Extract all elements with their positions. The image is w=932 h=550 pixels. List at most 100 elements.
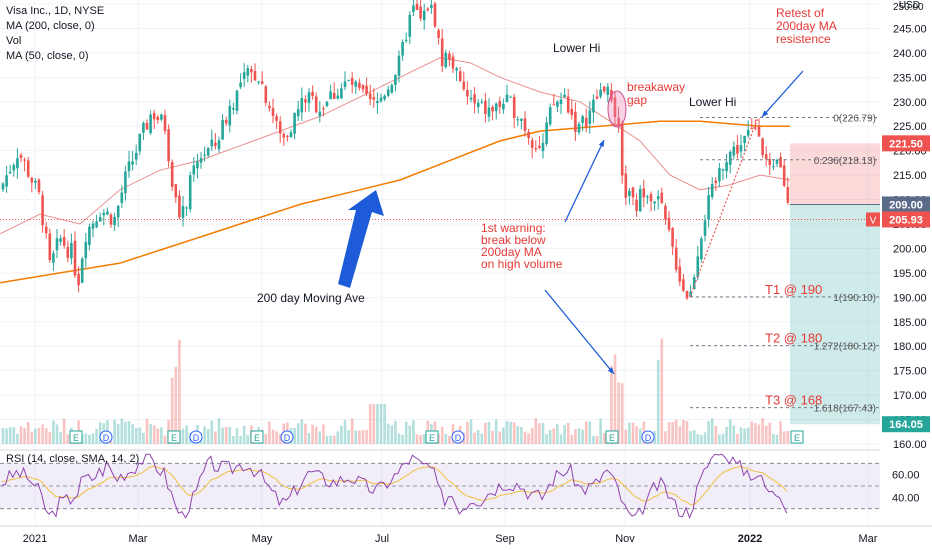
volume-bar — [170, 377, 174, 444]
volume-bar — [707, 421, 710, 444]
candle-body — [556, 101, 559, 107]
lower-hi-label: Lower Hi — [689, 95, 736, 109]
candle-body — [91, 223, 95, 229]
warning-arrow — [564, 139, 605, 223]
ma50-path — [0, 57, 791, 235]
currency-label: USD — [898, 0, 920, 11]
volume-bar — [692, 429, 696, 444]
candle-body — [178, 195, 181, 218]
candle-body — [617, 117, 620, 127]
first-warning-label: break below — [481, 233, 546, 247]
volume-bar — [347, 430, 350, 444]
time-tick-label: Mar — [129, 533, 148, 545]
candle-body — [332, 92, 336, 99]
candle-body — [347, 79, 350, 81]
event-label: D — [645, 433, 652, 443]
candle-body — [203, 154, 206, 156]
candle-body — [131, 161, 134, 165]
volume-bar — [210, 420, 214, 444]
time-axis: 2021 Mar May Jul Sep Nov 2022 Mar — [0, 525, 932, 545]
event-label: E — [609, 433, 615, 443]
candle-body — [383, 95, 386, 100]
candle-body — [512, 96, 516, 118]
volume-bar — [552, 428, 556, 444]
volume-bar — [5, 428, 8, 444]
price-tag — [882, 211, 930, 228]
candle-body — [678, 266, 682, 282]
volume-bar — [440, 426, 444, 444]
candle-body — [329, 91, 332, 100]
volume-bar — [480, 433, 484, 444]
volume-bar — [710, 418, 714, 444]
candle-body — [487, 107, 491, 117]
candle-body — [127, 161, 131, 172]
retest-arrow-head — [762, 110, 769, 117]
candle-body — [404, 39, 408, 41]
candle-body — [354, 81, 358, 87]
volume-bar — [448, 435, 451, 444]
candle-body — [682, 279, 685, 291]
volume-bar — [660, 338, 664, 444]
candle-body — [138, 133, 142, 152]
retest-label: 200day MA — [776, 19, 837, 33]
candle-body — [710, 183, 714, 197]
candle-body — [23, 159, 26, 161]
volume-bar — [394, 420, 397, 444]
candle-body — [379, 97, 383, 102]
candle-body — [311, 91, 314, 97]
volume-bar — [16, 433, 19, 444]
candle-body — [5, 175, 8, 187]
ma200-line — [0, 120, 790, 284]
volume-bar — [754, 423, 757, 444]
candle-body — [174, 184, 178, 198]
volume-bar — [703, 432, 707, 444]
price-axis: 160.00165.00170.00175.00180.00185.00190.… — [866, 2, 930, 451]
first-warning-label: 1st warning: — [481, 221, 546, 235]
price-tick-label: 195.00 — [893, 268, 927, 280]
candle-body — [401, 41, 404, 56]
volume-bar — [779, 421, 782, 444]
volume-bar — [728, 419, 732, 444]
volume-bar — [332, 435, 336, 444]
retest-label: Retest of — [776, 6, 825, 20]
dividend-marker — [451, 430, 465, 444]
volume-bar — [206, 429, 210, 444]
volume-bar — [142, 432, 145, 444]
candle-body — [260, 81, 264, 84]
candle-body — [170, 161, 174, 187]
candle-body — [455, 68, 458, 71]
volume-bar — [91, 433, 95, 444]
volume-bar — [404, 421, 408, 444]
volume-bar — [120, 418, 124, 444]
candle-body — [318, 111, 322, 116]
candle-body — [95, 221, 98, 228]
candle-body — [232, 107, 235, 110]
candle-body — [739, 145, 743, 152]
volume-bar — [376, 404, 379, 444]
candle-body — [775, 159, 779, 164]
volume-bar — [667, 422, 671, 444]
candle-body — [548, 107, 552, 125]
candle-body — [296, 109, 300, 117]
rsi-tick-label: 60.00 — [892, 470, 920, 482]
earnings-marker — [605, 430, 619, 444]
candle-body — [714, 180, 718, 184]
rsi-line — [1, 453, 788, 520]
volume-bar — [620, 383, 624, 444]
volume-bar — [34, 428, 37, 444]
volume-bar — [772, 434, 775, 444]
candle-body — [37, 179, 41, 193]
event-label: E — [254, 433, 260, 443]
volume-bar — [743, 428, 746, 444]
candle-body — [599, 89, 602, 97]
volume-bar — [556, 424, 559, 444]
volume-bar — [322, 424, 325, 444]
candle-body — [372, 97, 376, 100]
event-label: E — [171, 433, 177, 443]
candle-body — [628, 190, 631, 196]
volume-bar — [246, 434, 250, 444]
candle-body — [156, 116, 160, 121]
candle-body — [779, 157, 782, 168]
candle-body — [26, 160, 30, 177]
